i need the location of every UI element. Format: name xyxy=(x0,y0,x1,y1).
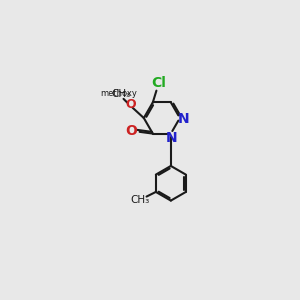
Text: N: N xyxy=(166,131,178,145)
Text: methoxy: methoxy xyxy=(101,89,137,98)
Text: CH₃: CH₃ xyxy=(130,195,149,205)
Text: Cl: Cl xyxy=(152,76,166,91)
Text: O: O xyxy=(125,98,136,111)
Text: N: N xyxy=(178,112,190,126)
Text: O: O xyxy=(125,124,137,138)
Text: CH₃: CH₃ xyxy=(112,89,131,99)
